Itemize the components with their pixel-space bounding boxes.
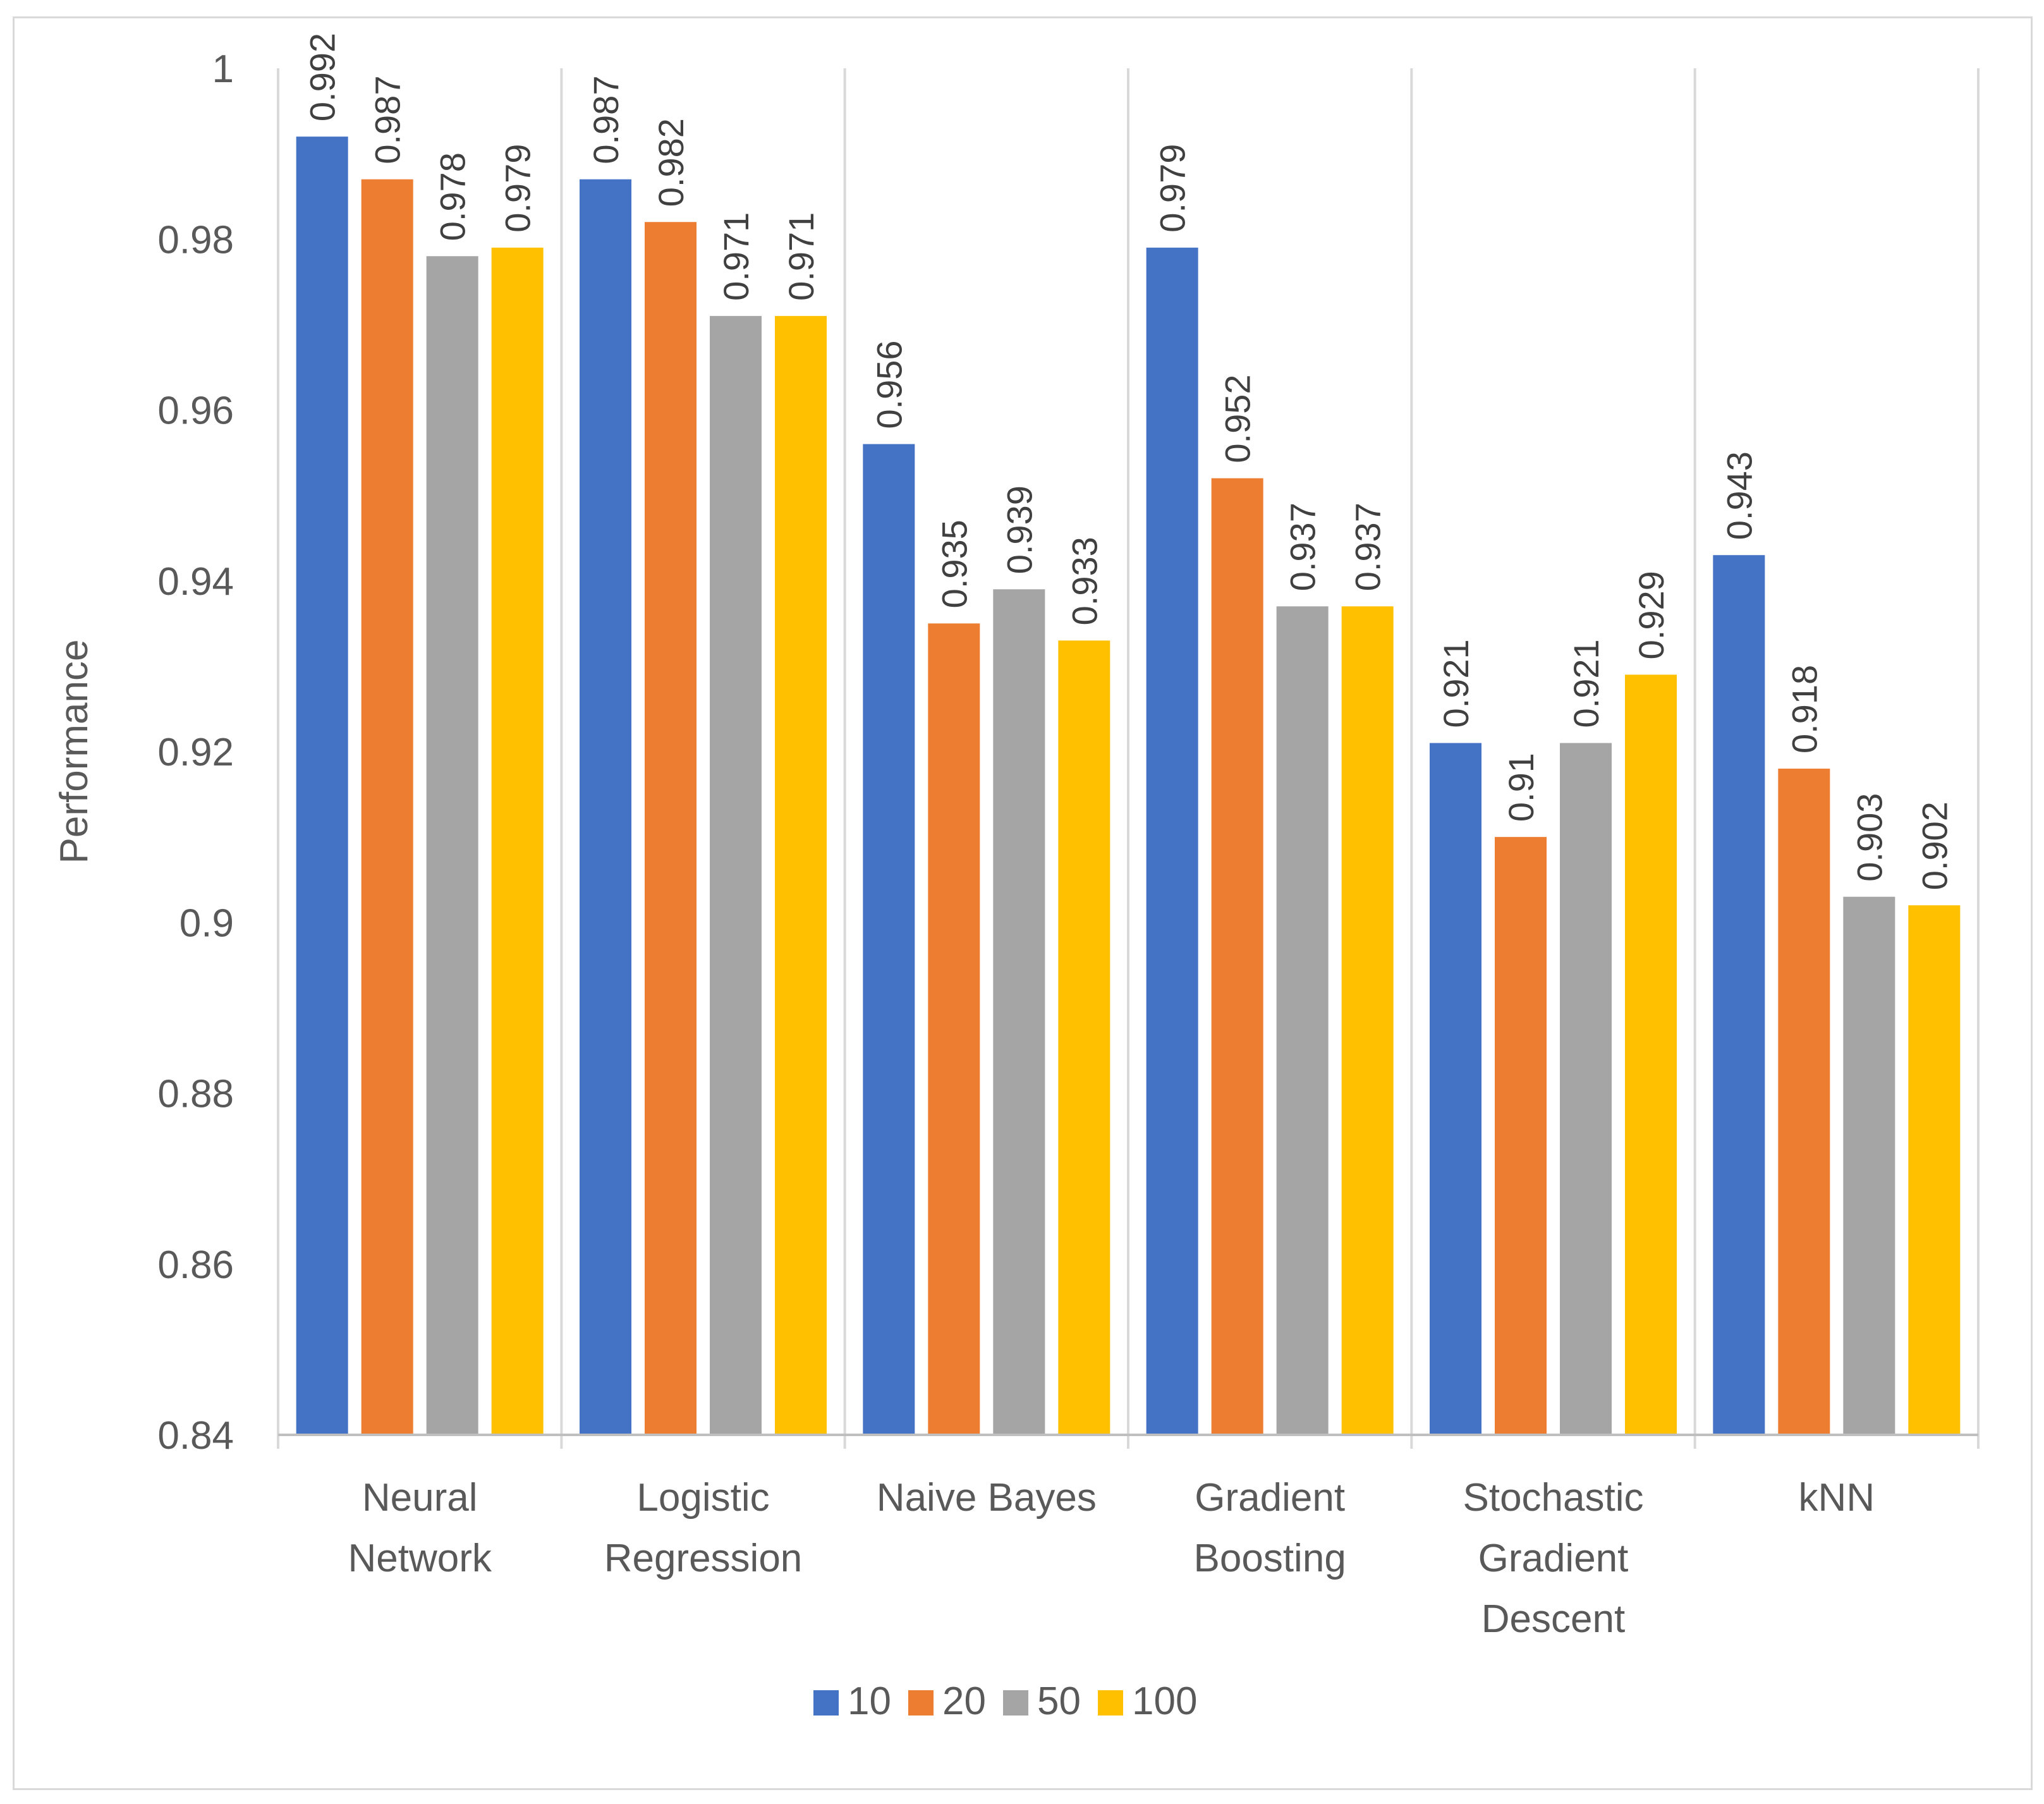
bar-50-5	[1843, 896, 1895, 1435]
x-category-label: Network	[348, 1537, 492, 1580]
data-label: 0.979	[1153, 144, 1193, 233]
bar-20-2	[928, 623, 980, 1435]
x-category-label: Gradient	[1478, 1537, 1629, 1580]
bar-10-0	[296, 137, 348, 1435]
x-category-label: Descent	[1481, 1597, 1625, 1641]
bar-10-2	[863, 444, 915, 1435]
data-label: 0.982	[651, 118, 691, 207]
y-tick-label: 0.88	[157, 1073, 234, 1116]
bar-10-1	[580, 179, 631, 1435]
bar-100-0	[491, 247, 544, 1435]
bar-20-5	[1778, 769, 1830, 1435]
bar-50-4	[1560, 743, 1612, 1435]
bar-10-3	[1146, 247, 1198, 1435]
y-tick-label: 0.86	[157, 1243, 234, 1287]
bar-100-1	[775, 315, 827, 1435]
data-label: 0.921	[1436, 639, 1476, 728]
x-category-label: Neural	[362, 1476, 478, 1520]
data-label: 0.956	[869, 340, 909, 429]
y-tick-label: 0.84	[157, 1414, 234, 1458]
data-label: 0.935	[934, 520, 974, 608]
legend-label-100: 100	[1132, 1679, 1197, 1723]
data-label: 0.979	[498, 144, 538, 233]
data-label: 0.903	[1849, 793, 1889, 882]
y-tick-label: 0.9	[179, 901, 234, 945]
legend-swatch-10	[813, 1690, 839, 1716]
data-label: 0.921	[1566, 639, 1606, 728]
data-label: 0.987	[586, 76, 626, 164]
data-label: 0.937	[1348, 503, 1388, 591]
data-label: 0.918	[1784, 665, 1824, 753]
data-label: 0.971	[781, 212, 821, 301]
x-category-label: Stochastic	[1463, 1476, 1643, 1520]
x-category-label: Logistic	[636, 1476, 769, 1520]
x-category-label: kNN	[1799, 1476, 1875, 1520]
bar-100-3	[1341, 606, 1394, 1435]
y-tick-label: 0.94	[157, 560, 234, 604]
bar-10-4	[1430, 743, 1481, 1435]
x-category-label: Naive Bayes	[877, 1476, 1097, 1520]
data-label: 0.933	[1064, 537, 1104, 625]
bar-50-0	[426, 256, 478, 1435]
bar-20-4	[1495, 837, 1547, 1435]
bar-50-3	[1276, 606, 1329, 1435]
bar-20-3	[1211, 478, 1263, 1435]
bar-20-0	[361, 179, 413, 1435]
data-label: 0.937	[1283, 503, 1323, 591]
bar-10-5	[1713, 555, 1765, 1435]
y-axis-title: Performance	[52, 640, 96, 864]
data-label: 0.971	[716, 212, 756, 301]
data-label: 0.992	[303, 33, 343, 121]
y-tick-label: 0.92	[157, 731, 234, 774]
legend-label-50: 50	[1037, 1679, 1081, 1723]
data-label: 0.952	[1218, 374, 1258, 463]
legend-label-20: 20	[942, 1679, 986, 1723]
y-tick-label: 0.96	[157, 389, 234, 433]
bar-100-5	[1908, 905, 1961, 1435]
data-label: 0.987	[368, 76, 408, 164]
legend-swatch-100	[1098, 1690, 1123, 1716]
x-category-label: Boosting	[1194, 1537, 1346, 1580]
bar-100-2	[1058, 640, 1110, 1435]
data-label: 0.929	[1631, 571, 1671, 659]
y-tick-label: 0.98	[157, 218, 234, 262]
data-label: 0.978	[433, 152, 473, 241]
data-label: 0.91	[1501, 753, 1541, 822]
x-category-label: Regression	[604, 1537, 803, 1580]
bar-50-2	[993, 589, 1045, 1435]
data-label: 0.943	[1719, 451, 1759, 540]
legend-swatch-50	[1003, 1690, 1028, 1716]
data-label: 0.902	[1914, 801, 1954, 890]
data-label: 0.939	[999, 485, 1039, 574]
x-category-label: Gradient	[1195, 1476, 1345, 1520]
y-tick-label: 1	[212, 47, 234, 91]
legend-swatch-20	[908, 1690, 934, 1716]
bar-50-1	[710, 315, 762, 1435]
bar-100-4	[1625, 674, 1677, 1435]
bar-20-1	[645, 222, 697, 1435]
legend-label-10: 10	[848, 1679, 891, 1723]
